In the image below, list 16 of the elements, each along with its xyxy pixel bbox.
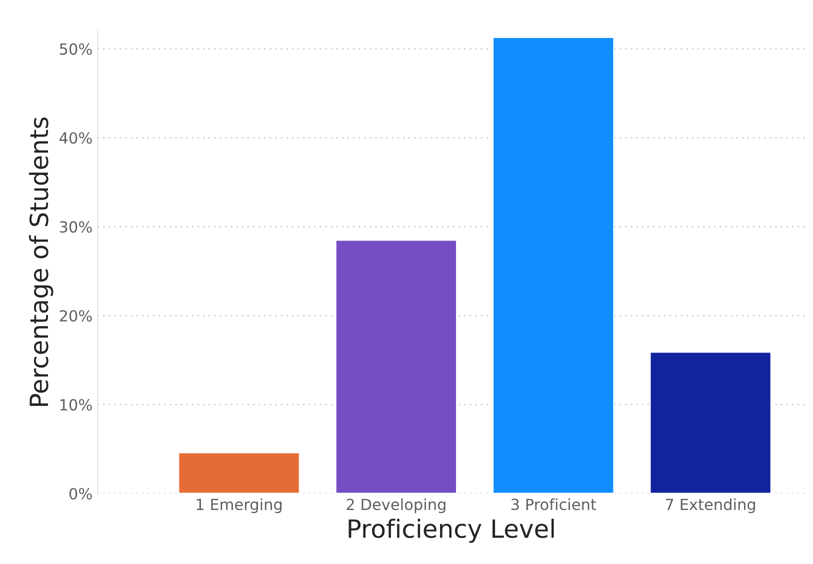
y-axis-title: Percentage of Students bbox=[28, 117, 54, 406]
x-tick-label: 3 Proficient bbox=[511, 498, 596, 510]
bar bbox=[649, 351, 772, 494]
x-tick-label: 2 Developing bbox=[346, 498, 446, 514]
x-axis-title: Proficiency Level bbox=[348, 518, 554, 543]
y-tick-label: 40% bbox=[59, 132, 92, 144]
y-tick-label: 0% bbox=[69, 488, 92, 500]
x-tick-label: 1 Emerging bbox=[196, 498, 282, 514]
y-tick-label: 50% bbox=[60, 43, 92, 55]
y-tick-label: 30% bbox=[60, 221, 92, 233]
bar bbox=[178, 452, 300, 494]
x-tick-label: 7 Extending bbox=[666, 498, 756, 514]
bar bbox=[334, 239, 458, 494]
y-tick-label: 10% bbox=[60, 399, 92, 411]
y-tick-label: 20% bbox=[60, 310, 92, 322]
bar bbox=[492, 36, 615, 494]
